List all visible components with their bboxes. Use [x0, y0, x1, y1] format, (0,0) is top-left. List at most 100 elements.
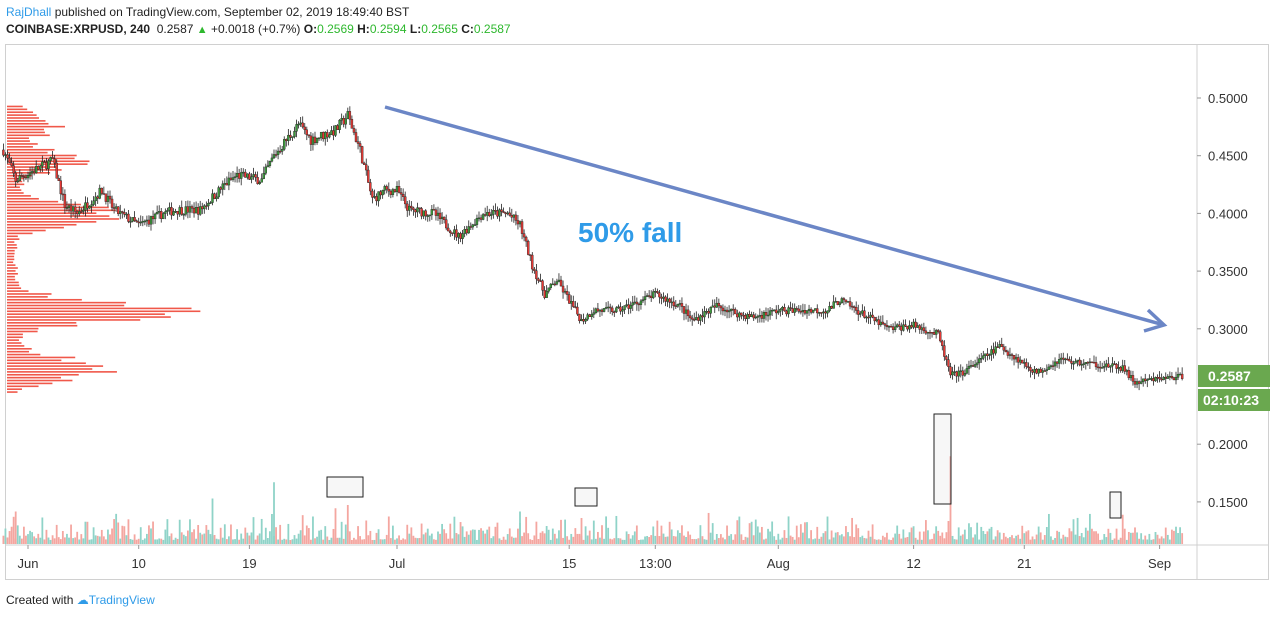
- candle-body: [123, 211, 126, 215]
- volume-profile-bar: [7, 342, 22, 344]
- candle-body: [609, 306, 612, 309]
- candle-body: [598, 309, 602, 312]
- candle-body: [1055, 361, 1059, 364]
- candle: [1006, 349, 1010, 359]
- candle-body: [568, 294, 571, 304]
- volume-bar: [761, 526, 763, 544]
- volume-profile-bar: [7, 368, 93, 370]
- candle-body: [947, 359, 950, 367]
- candle: [2, 143, 5, 158]
- volume-bar: [828, 539, 831, 544]
- candle: [664, 295, 667, 307]
- candle: [707, 308, 710, 319]
- volume-bar: [234, 539, 236, 544]
- candle: [330, 125, 333, 135]
- candle-body: [1041, 370, 1044, 373]
- volume-bar: [478, 529, 480, 544]
- candle: [553, 280, 557, 287]
- candle: [891, 323, 895, 334]
- volume-spike: [14, 511, 17, 544]
- author-link[interactable]: RajDhall: [6, 5, 52, 19]
- candle: [775, 305, 778, 320]
- candle-body: [428, 214, 431, 217]
- volume-profile-bar: [7, 362, 86, 365]
- candle: [547, 287, 550, 294]
- candle: [867, 311, 870, 324]
- candle-body: [1160, 378, 1163, 381]
- candle-body: [740, 312, 743, 316]
- candle-body: [260, 178, 263, 183]
- trend-line[interactable]: [384, 105, 1165, 327]
- volume-bar: [966, 539, 968, 544]
- candle-body: [82, 209, 85, 212]
- candle: [752, 311, 755, 321]
- candle: [1057, 353, 1061, 369]
- candle-body: [129, 221, 132, 223]
- candle-body: [1123, 365, 1126, 372]
- candle: [486, 205, 489, 222]
- candle: [258, 180, 261, 185]
- candle: [1096, 363, 1100, 372]
- volume-bar: [740, 534, 743, 544]
- candle: [303, 122, 306, 135]
- volume-bar: [430, 533, 433, 544]
- volume-bar: [834, 532, 837, 544]
- candle-body: [787, 307, 790, 315]
- candle-body: [545, 290, 548, 298]
- trend-arrow[interactable]: [384, 105, 1168, 333]
- candle: [393, 188, 397, 193]
- candle-body: [875, 319, 878, 322]
- volume-bar: [939, 535, 942, 544]
- volume-bar: [920, 539, 923, 544]
- candle-body: [928, 331, 932, 334]
- candle-body: [754, 316, 757, 319]
- volume-bar: [515, 537, 517, 544]
- volume-bar: [668, 521, 671, 544]
- volume-bar: [931, 538, 933, 544]
- candle: [319, 131, 323, 141]
- volume-bar: [943, 538, 946, 544]
- volume-profile-bar: [7, 189, 22, 191]
- candle: [383, 184, 386, 195]
- volume-bar: [152, 521, 154, 544]
- volume-bar: [121, 525, 124, 544]
- volume-bar: [455, 533, 458, 544]
- candle: [395, 181, 399, 197]
- candle: [264, 163, 267, 176]
- volume-bar: [787, 516, 790, 544]
- volume-bar: [504, 539, 507, 544]
- candle-body: [904, 324, 907, 327]
- volume-bar: [660, 525, 663, 544]
- candle: [1027, 362, 1030, 372]
- candle: [332, 125, 335, 141]
- candle: [471, 223, 475, 230]
- volume-bar: [102, 536, 105, 544]
- candle-body: [844, 299, 848, 303]
- candle: [344, 113, 347, 129]
- candle: [399, 187, 403, 201]
- candle: [672, 296, 675, 311]
- candle: [584, 317, 587, 324]
- candle-body: [565, 291, 569, 295]
- volume-bar: [412, 535, 415, 544]
- volume-bar: [201, 534, 204, 544]
- volume-bar: [1043, 535, 1046, 544]
- volume-bar: [898, 533, 901, 544]
- volume-bar: [888, 539, 890, 544]
- volume-bar: [816, 526, 819, 544]
- candle: [102, 186, 106, 195]
- candle-body: [832, 301, 835, 309]
- publish-text: published on TradingView.com, September …: [54, 5, 410, 19]
- candle: [260, 173, 263, 183]
- candle: [811, 309, 815, 314]
- tradingview-link[interactable]: TradingView: [88, 593, 155, 607]
- volume-bar: [502, 536, 505, 544]
- candle: [770, 308, 774, 317]
- candle: [969, 359, 973, 369]
- candle: [785, 309, 788, 317]
- candle-body: [98, 187, 101, 199]
- candle-body: [814, 308, 817, 311]
- annotation-text[interactable]: 50% fall: [578, 217, 682, 248]
- volume-bar: [521, 536, 523, 544]
